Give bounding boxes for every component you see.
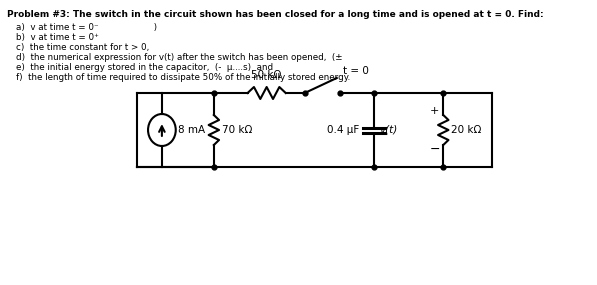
Text: +: +	[430, 106, 439, 116]
Text: a)  v at time t = 0⁻                    ): a) v at time t = 0⁻ )	[16, 23, 156, 32]
Text: d)  the numerical expression for v(t) after the switch has been opened,  (±: d) the numerical expression for v(t) aft…	[16, 53, 342, 62]
Text: Problem #3: The switch in the circuit shown has been closed for a long time and : Problem #3: The switch in the circuit sh…	[7, 10, 543, 19]
Text: −: −	[429, 142, 440, 156]
Text: v(t): v(t)	[379, 125, 398, 135]
Text: c)  the time constant for t > 0,: c) the time constant for t > 0,	[16, 43, 149, 52]
Text: 50 kΩ: 50 kΩ	[251, 70, 282, 80]
Text: t = 0: t = 0	[343, 66, 369, 76]
Text: 20 kΩ: 20 kΩ	[451, 125, 481, 135]
Text: 0.4 μF: 0.4 μF	[327, 125, 359, 135]
Text: 70 kΩ: 70 kΩ	[221, 125, 252, 135]
Text: e)  the initial energy stored in the capacitor,  (-  μ....s)  and: e) the initial energy stored in the capa…	[16, 63, 273, 72]
Text: f)  the length of time required to dissipate 50% of the initially stored energy.: f) the length of time required to dissip…	[16, 73, 350, 82]
Text: 8 mA: 8 mA	[179, 125, 205, 135]
Text: b)  v at time t = 0⁺: b) v at time t = 0⁺	[16, 33, 99, 42]
